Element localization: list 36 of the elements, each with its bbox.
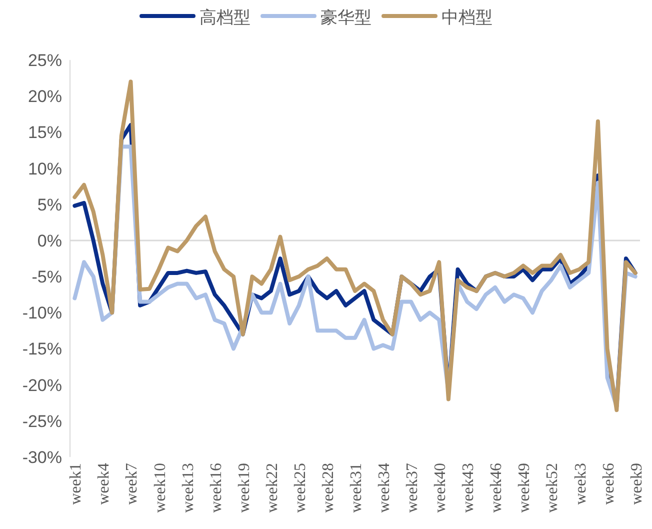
y-tick-label: 25%	[28, 51, 62, 70]
y-tick-label: -30%	[22, 448, 62, 467]
y-tick-label: -20%	[22, 376, 62, 395]
legend-label: 豪华型	[320, 8, 372, 27]
y-tick-label: -25%	[22, 412, 62, 431]
y-tick-label: -10%	[22, 304, 62, 323]
x-tick-label: week37	[404, 463, 422, 513]
x-tick-label: week19	[236, 463, 253, 513]
y-tick-label: 15%	[28, 123, 62, 142]
x-tick-label: week49	[516, 463, 534, 513]
x-tick-label: week6	[600, 463, 618, 505]
x-tick-label: week43	[460, 463, 478, 513]
x-tick-label: week1	[68, 463, 85, 505]
x-tick-label: week7	[124, 463, 141, 505]
y-tick-label: 20%	[28, 87, 62, 106]
y-tick-label: 0%	[37, 231, 62, 250]
x-tick-label: week40	[432, 463, 450, 513]
x-tick-label: week22	[264, 463, 281, 513]
x-tick-label: week25	[292, 463, 309, 513]
x-tick-label: week9	[628, 463, 646, 505]
x-tick-label: week31	[348, 463, 365, 513]
x-tick-label: week13	[180, 463, 197, 513]
x-tick-label: week46	[488, 463, 506, 513]
x-tick-label: week34	[376, 463, 394, 513]
legend-label: 中档型	[442, 8, 492, 27]
x-tick-label: week4	[96, 463, 113, 505]
y-tick-label: 10%	[28, 159, 62, 178]
y-tick-label: 5%	[37, 195, 62, 214]
x-tick-label: week3	[572, 463, 590, 505]
legend-label: 高档型	[200, 8, 250, 27]
y-tick-label: -5%	[32, 268, 62, 287]
x-tick-label: week52	[544, 463, 562, 513]
x-tick-label: week10	[152, 463, 169, 513]
x-tick-label: week16	[208, 463, 225, 513]
y-tick-label: -15%	[22, 340, 62, 359]
x-tick-label: week28	[320, 463, 337, 513]
